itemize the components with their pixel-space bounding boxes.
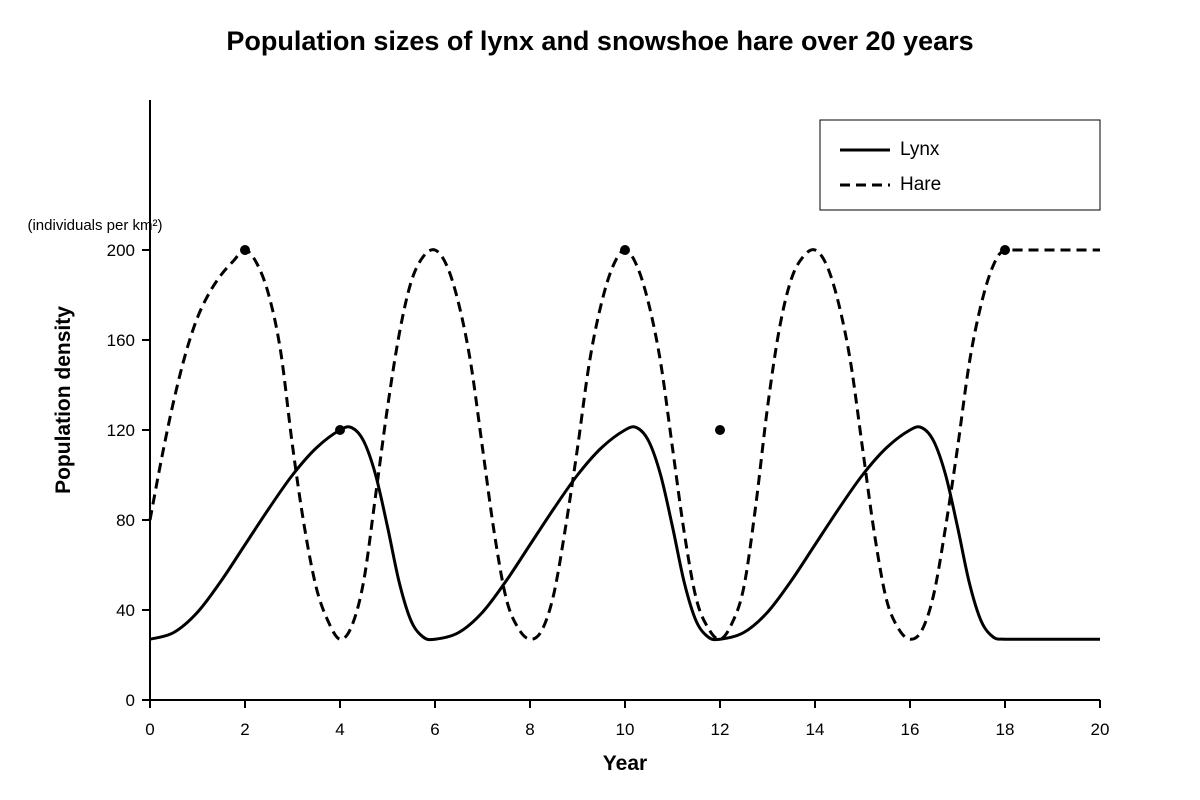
y-tick-label: 160 [107, 331, 135, 350]
x-tick-group: 0 2 4 6 8 10 12 14 16 18 20 [145, 700, 1109, 739]
data-point-marker [715, 425, 725, 435]
x-tick-label: 16 [901, 720, 920, 739]
x-axis: 0 2 4 6 8 10 12 14 16 18 20 [145, 699, 1109, 739]
series-line-hare [148, 248, 1100, 641]
y-tick-label: 200 [107, 241, 135, 260]
series-line-lynx [149, 425, 1100, 642]
y-tick-group: 0 40 80 120 160 200 [107, 241, 150, 710]
y-tick-label: 40 [116, 601, 135, 620]
x-tick-label: 20 [1091, 720, 1110, 739]
plot-area [148, 245, 1100, 642]
legend-label-lynx: Lynx [900, 139, 940, 160]
x-tick-label: 18 [996, 720, 1015, 739]
x-tick-label: 0 [145, 720, 154, 739]
x-tick-label: 4 [335, 720, 344, 739]
x-tick-label: 2 [240, 720, 249, 739]
x-tick-label: 8 [525, 720, 534, 739]
y-tick-label: 120 [107, 421, 135, 440]
x-axis-title: Year [603, 752, 647, 775]
x-tick-label: 14 [806, 720, 825, 739]
data-point-marker [1000, 245, 1010, 255]
data-point-marker [620, 245, 630, 255]
chart-title: Population sizes of lynx and snowshoe ha… [226, 26, 973, 56]
legend-box [819, 119, 1101, 211]
y-tick-label: 80 [116, 511, 135, 530]
y-tick-label: 0 [126, 691, 135, 710]
x-tick-label: 12 [711, 720, 730, 739]
x-tick-label: 6 [430, 720, 439, 739]
data-point-marker [240, 245, 250, 255]
y-axis-units: (individuals per km²) [27, 217, 162, 234]
y-axis: 0 40 80 120 160 200 [107, 100, 151, 710]
data-point-marker [335, 425, 345, 435]
series-layer [148, 248, 1100, 642]
y-axis-title: Population density [52, 306, 75, 494]
legend: Lynx Hare [819, 119, 1101, 211]
marker-layer [240, 245, 1010, 435]
x-tick-label: 10 [616, 720, 635, 739]
legend-label-hare: Hare [900, 174, 941, 195]
